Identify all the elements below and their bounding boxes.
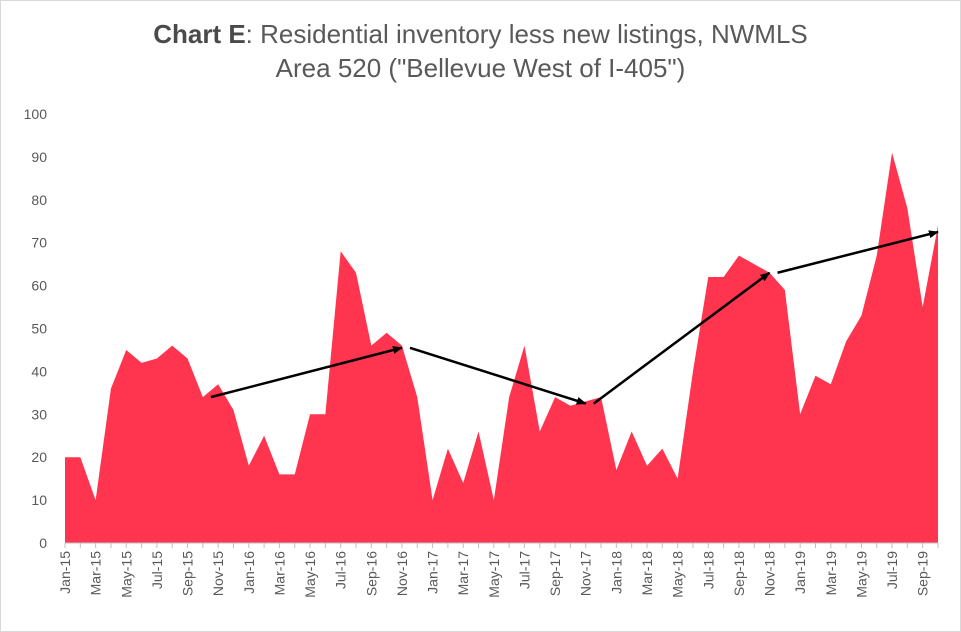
x-tick-label: Nov-17 bbox=[578, 551, 594, 596]
area-series-0 bbox=[65, 152, 938, 544]
trend-arrows bbox=[210, 230, 939, 405]
x-tick-label: May-18 bbox=[670, 551, 686, 598]
x-tick-label: Jan-18 bbox=[608, 551, 624, 594]
x-tick-label: Jan-19 bbox=[792, 551, 808, 594]
y-tick-label: 40 bbox=[31, 363, 47, 379]
x-tick-label: May-16 bbox=[302, 551, 318, 598]
trend-arrow-2 bbox=[409, 346, 587, 405]
y-tick-label: 20 bbox=[31, 449, 47, 465]
x-tick-label: Sep-17 bbox=[547, 551, 563, 596]
x-tick-label: Mar-15 bbox=[88, 551, 104, 596]
x-tick-label: Jul-15 bbox=[149, 551, 165, 589]
x-tick-label: Sep-16 bbox=[363, 551, 379, 596]
y-tick-label: 80 bbox=[31, 192, 47, 208]
y-tick-label: 70 bbox=[31, 235, 47, 251]
x-tick-label: Mar-16 bbox=[271, 551, 287, 596]
x-tick-label: Jul-17 bbox=[516, 551, 532, 589]
chart-title-bold: Chart E bbox=[153, 19, 246, 49]
x-tick-label: Sep-15 bbox=[180, 551, 196, 596]
y-tick-label: 100 bbox=[24, 106, 48, 122]
y-tick-label: 60 bbox=[31, 278, 47, 294]
x-tick-label: Sep-19 bbox=[915, 551, 931, 596]
trend-arrow-3 bbox=[592, 271, 771, 405]
x-tick-label: Sep-18 bbox=[731, 551, 747, 596]
x-tick-label: Jan-15 bbox=[57, 551, 73, 594]
chart-title-line-1: Chart E: Residential inventory less new … bbox=[1, 17, 960, 51]
x-tick-label: Nov-18 bbox=[762, 551, 778, 596]
chart-title-line-2: Area 520 ("Bellevue West of I-405") bbox=[275, 53, 686, 83]
y-tick-label: 10 bbox=[31, 492, 47, 508]
chart-title-rest: : Residential inventory less new listing… bbox=[245, 19, 808, 49]
area-layer bbox=[65, 152, 938, 544]
x-tick-label: Mar-19 bbox=[823, 551, 839, 596]
y-tick-label: 30 bbox=[31, 406, 47, 422]
x-tick-label: Jul-16 bbox=[333, 551, 349, 589]
x-tick-label: Nov-16 bbox=[394, 551, 410, 596]
x-tick-label: Nov-15 bbox=[210, 551, 226, 596]
x-tick-label: May-19 bbox=[853, 551, 869, 598]
chart-title: Chart E: Residential inventory less new … bbox=[1, 17, 960, 85]
axis-layer: 0 10 20 30 40 50 60 70 80 90 100 Jan-15 Mar-15 May-15… bbox=[24, 106, 939, 598]
x-tick-label: Jul-19 bbox=[884, 551, 900, 589]
x-tick-label: Mar-18 bbox=[639, 551, 655, 596]
x-tick-label: Jan-16 bbox=[241, 551, 257, 594]
x-tick-label: Jan-17 bbox=[425, 551, 441, 594]
y-tick-label: 90 bbox=[31, 149, 47, 165]
x-tick-label: May-15 bbox=[118, 551, 134, 598]
trend-arrow-4 bbox=[777, 230, 939, 274]
x-tick-label: Mar-17 bbox=[455, 551, 471, 596]
y-tick-label: 0 bbox=[39, 535, 47, 551]
y-tick-label: 50 bbox=[31, 321, 47, 337]
x-tick-label: May-17 bbox=[486, 551, 502, 598]
x-tick-label: Jul-18 bbox=[700, 551, 716, 589]
trend-arrow-1 bbox=[210, 346, 403, 399]
